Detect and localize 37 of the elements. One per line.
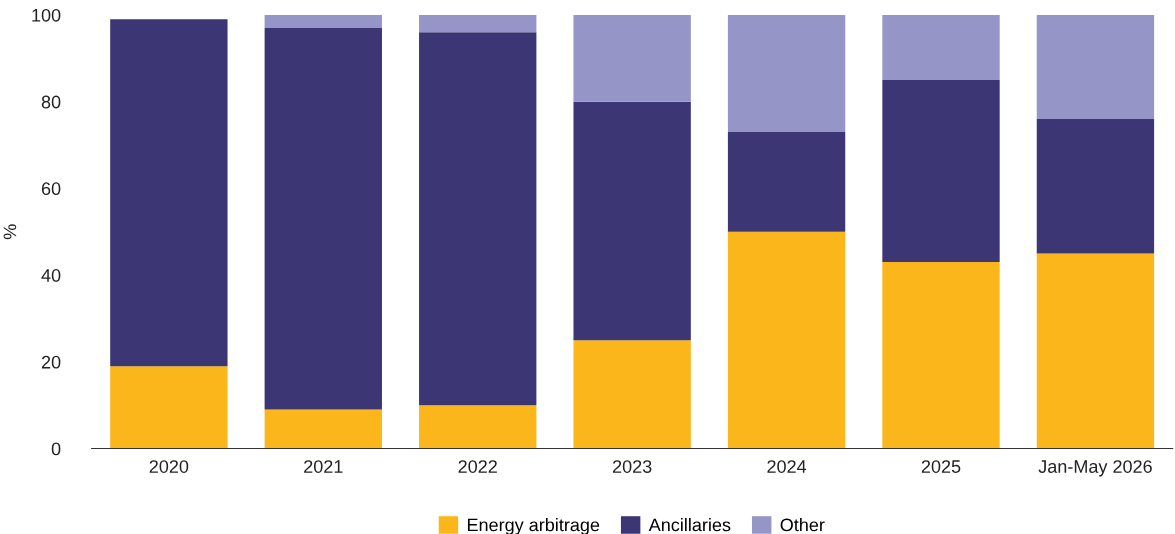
bar bbox=[1036, 14, 1155, 120]
legend-label: Ancillaries bbox=[648, 518, 731, 532]
bar bbox=[110, 19, 228, 367]
bar bbox=[1036, 253, 1155, 449]
bar bbox=[727, 132, 846, 232]
bar bbox=[573, 101, 691, 341]
x-tick-label: Jan-May 2026 bbox=[1038, 460, 1152, 477]
y-axis-title: % bbox=[3, 224, 17, 240]
x-tick-label: 2024 bbox=[767, 460, 807, 473]
bar bbox=[419, 32, 537, 406]
bar bbox=[727, 231, 846, 449]
bar bbox=[419, 14, 537, 33]
bar bbox=[882, 262, 1000, 449]
bar bbox=[1036, 119, 1155, 254]
x-tick-label: 2020 bbox=[149, 460, 189, 473]
x-tick-label: 2022 bbox=[458, 460, 497, 473]
bar bbox=[264, 14, 382, 28]
bar bbox=[573, 14, 691, 102]
legend-label: Other bbox=[780, 518, 825, 532]
y-tick-label: 20 bbox=[41, 355, 61, 369]
legend-label: Energy arbitrage bbox=[467, 518, 600, 534]
bar bbox=[882, 14, 1000, 80]
y-tick-label: 100 bbox=[32, 8, 61, 22]
y-tick-label: 80 bbox=[41, 95, 61, 109]
x-tick-label: 2025 bbox=[921, 460, 961, 473]
bar bbox=[264, 27, 382, 410]
bar bbox=[573, 340, 691, 449]
bar bbox=[727, 14, 846, 133]
y-tick-label: 0 bbox=[51, 442, 61, 456]
bar bbox=[419, 405, 537, 449]
x-tick-label: 2021 bbox=[304, 460, 343, 473]
y-tick-label: 40 bbox=[41, 269, 61, 282]
x-tick-label: 2023 bbox=[612, 460, 652, 473]
bar bbox=[110, 366, 228, 449]
y-tick-label: 60 bbox=[41, 182, 61, 196]
bar bbox=[264, 409, 382, 449]
bar bbox=[882, 79, 1000, 263]
